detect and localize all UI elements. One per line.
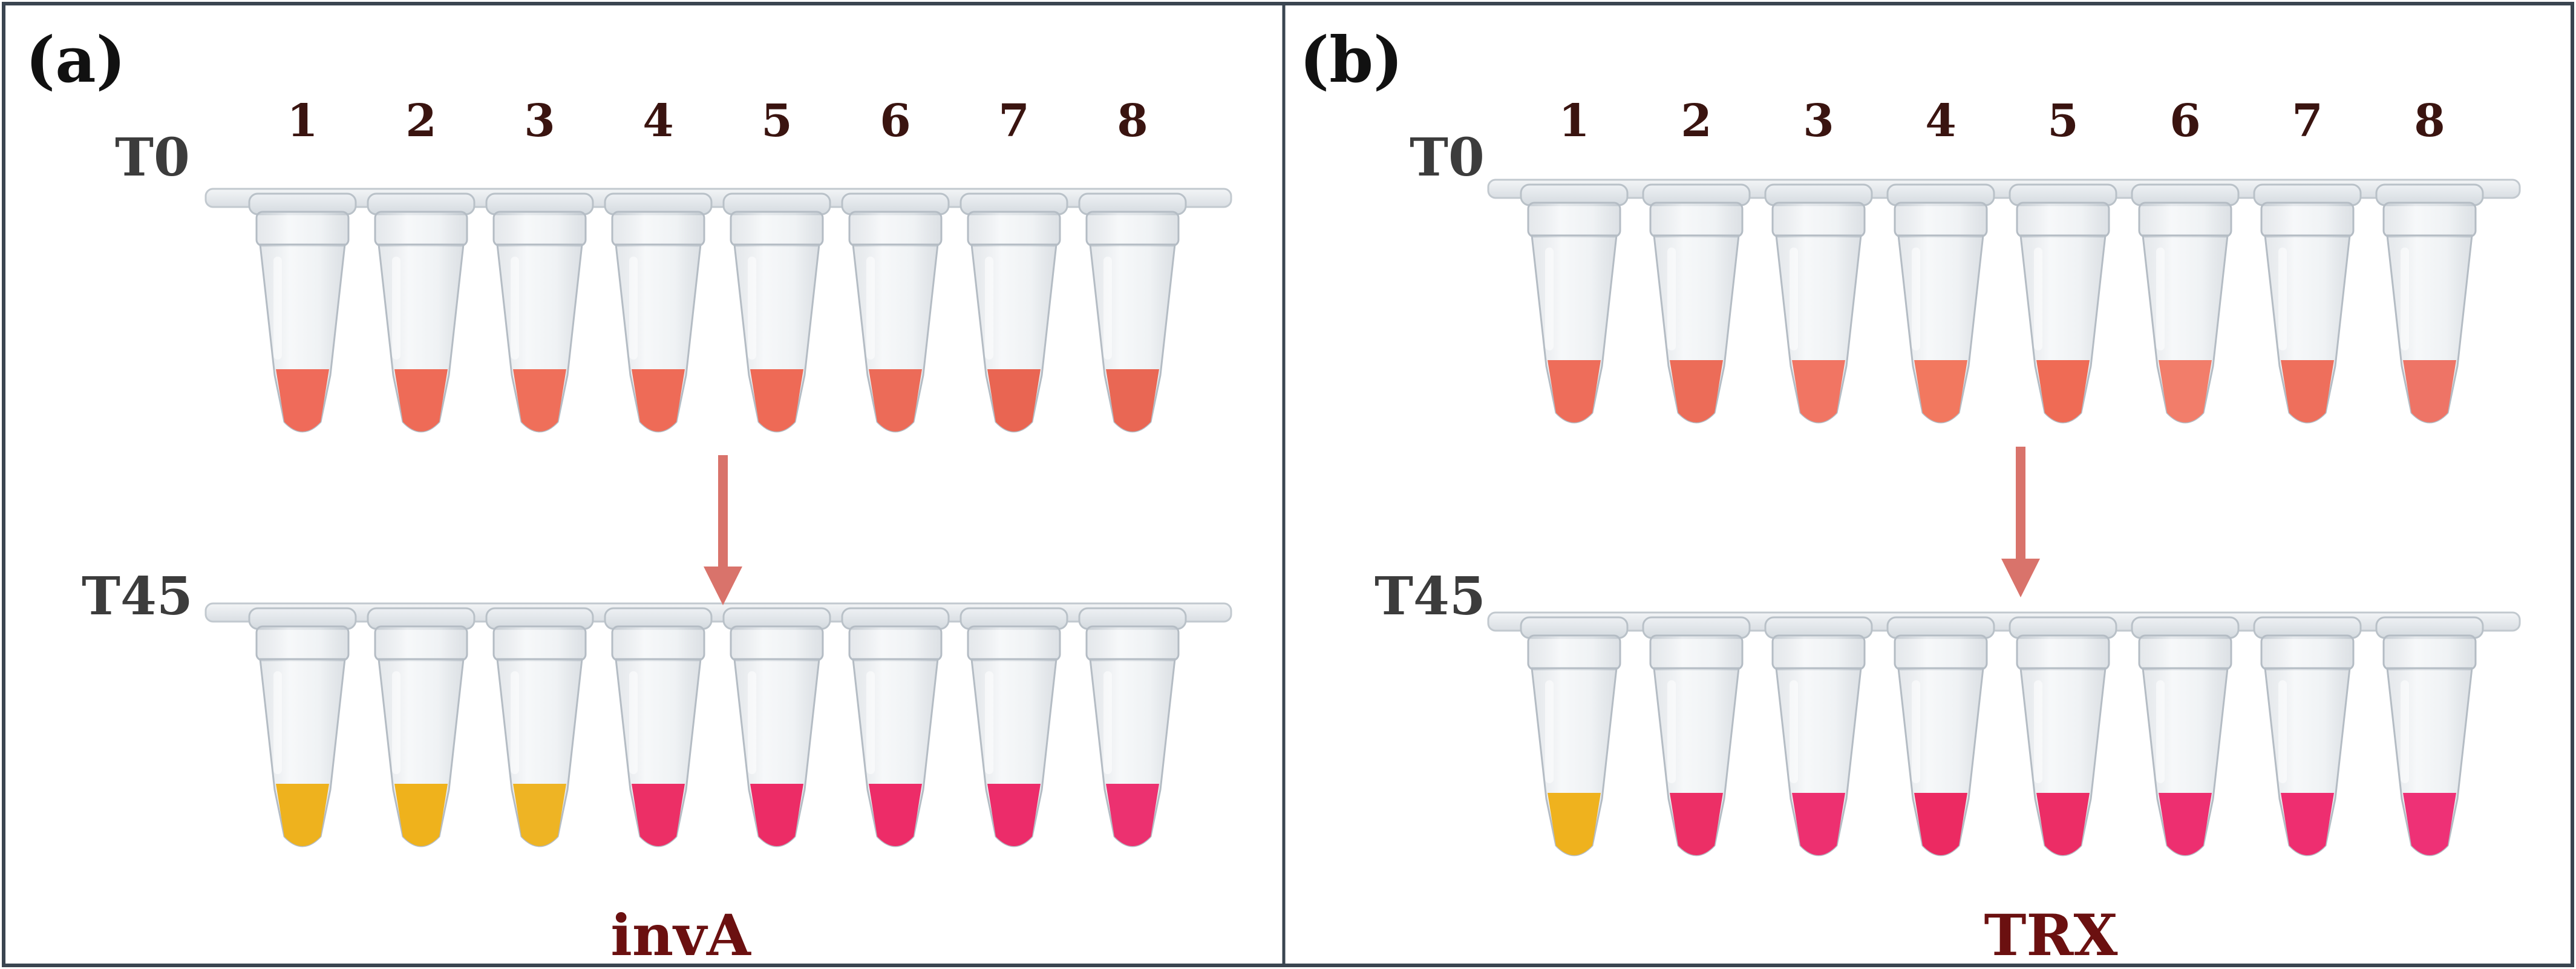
tube-number: 4 [642,95,674,147]
reaction-liquid [276,369,329,432]
reaction-liquid [1792,360,1845,422]
tube [1520,183,1629,424]
tube [1642,183,1751,424]
reaction-liquid [2281,360,2334,422]
tube [248,607,357,847]
gene-label: TRX [1984,902,2117,969]
tube [485,607,594,847]
tube-number: 4 [1925,95,1957,147]
tube [1764,616,1873,856]
tube-strip-t0 [1487,179,2521,424]
reaction-liquid [750,369,803,432]
reaction-liquid [2159,793,2212,855]
tube [1078,192,1187,433]
tube [959,192,1068,433]
row-label-t45: T45 [1375,566,1486,627]
reaction-liquid [1670,793,1723,855]
tube-number: 1 [1558,95,1590,147]
reaction-liquid [1914,360,1967,422]
tube [1886,183,1995,424]
tube [1078,607,1187,847]
reaction-liquid [394,784,448,846]
tube [1520,616,1629,856]
tube [248,192,357,433]
tube [2009,183,2117,424]
tube [841,607,950,847]
tube [2375,616,2484,856]
tube [485,192,594,433]
reaction-liquid [632,369,685,432]
reaction-liquid [513,369,566,432]
reaction-liquid [750,784,803,846]
strip-bar [204,188,1232,208]
row-label-t0: T0 [1410,127,1485,188]
tube [604,192,713,433]
tube-number: 7 [2292,95,2323,147]
reaction-liquid [2281,793,2334,855]
reaction-liquid [869,784,922,846]
tube [367,192,476,433]
panel-a: (a) T0 T45 1 2 3 4 5 6 7 8 invA [25,22,1232,969]
tube-number: 1 [287,95,318,147]
tube-number: 2 [405,95,437,147]
tube [1886,616,1995,856]
tube [1642,616,1751,856]
reaction-liquid [1792,793,1845,855]
tube-number: 2 [1681,95,1712,147]
tube [367,607,476,847]
panel-b: (b) T0 T45 1 2 3 4 5 6 7 8 TRX [1299,22,2521,969]
tube [959,607,1068,847]
tube [2131,616,2240,856]
tube [2253,616,2362,856]
reaction-liquid [1548,360,1601,422]
tube [1764,183,1873,424]
row-label-t45: T45 [82,566,193,627]
reaction-liquid [987,784,1041,846]
tube-number: 3 [1803,95,1834,147]
reaction-liquid [2036,793,2090,855]
reaction-liquid [869,369,922,432]
reaction-liquid [1670,360,1723,422]
reaction-liquid [1106,369,1159,432]
strip-bar [204,602,1232,623]
reaction-liquid [2036,360,2090,422]
tube-number: 3 [524,95,555,147]
reaction-liquid [2403,793,2456,855]
reaction-liquid [276,784,329,846]
tube [2009,616,2117,856]
reaction-liquid [2403,360,2456,422]
tube-number: 8 [2414,95,2445,147]
tube-number: 5 [761,95,793,147]
tube-number: 7 [998,95,1030,147]
tube-number: 6 [2169,95,2201,147]
panel-label: (a) [25,22,126,97]
tube-number: 5 [2047,95,2079,147]
row-label-t0: T0 [115,127,190,188]
tube [2375,183,2484,424]
tube-number: 8 [1117,95,1148,147]
gene-label: invA [610,902,751,969]
reaction-liquid [394,369,448,432]
reaction-liquid [513,784,566,846]
tube [2131,183,2240,424]
panel-label: (b) [1299,22,1403,97]
tube [604,607,713,847]
reaction-liquid [1914,793,1967,855]
tube-strip-t0 [204,188,1232,433]
reaction-liquid [632,784,685,846]
tube-strip-t45 [204,602,1232,847]
tube-numbers: 1 2 3 4 5 6 7 8 [1558,95,2445,147]
reaction-liquid [2159,360,2212,422]
reaction-liquid [987,369,1041,432]
tube [722,192,831,433]
tube [2253,183,2362,424]
tube-strip-t45 [1487,611,2521,856]
tube [841,192,950,433]
tube-number: 6 [880,95,911,147]
reaction-liquid [1548,793,1601,855]
tube [722,607,831,847]
reaction-liquid [1106,784,1159,846]
tube-numbers: 1 2 3 4 5 6 7 8 [287,95,1148,147]
